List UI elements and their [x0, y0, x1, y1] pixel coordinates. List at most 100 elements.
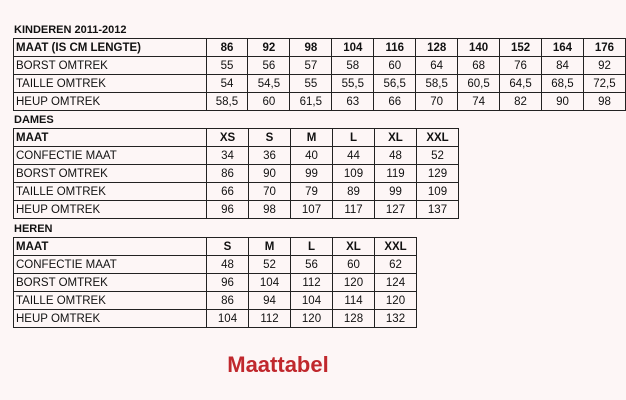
table-cell: 104 [331, 38, 375, 57]
table-cell: 89 [332, 182, 375, 201]
table-row: HEUP OMTREK 58,5 60 61,5 63 66 70 74 82 90 98 [13, 92, 626, 111]
table-cell: 55 [289, 74, 333, 93]
table-cell: 68 [457, 56, 501, 75]
table-cell: 98 [582, 92, 626, 111]
row-label: CONFECTIE MAAT [13, 146, 207, 165]
table-cell: 55 [205, 56, 249, 75]
table-cell: 82 [499, 92, 542, 111]
table-cell: 64 [415, 56, 459, 75]
table-cell: 140 [457, 38, 501, 57]
table-row: BORST OMTREK 96 104 112 120 124 [13, 273, 417, 292]
dames-table: MAAT XS S M L XL XXL CONFECTIE MAAT 34 36 40 44 48 52… [13, 128, 459, 219]
header-row: MAAT XS S M L XL XXL [13, 128, 459, 147]
table-cell: 176 [582, 38, 626, 57]
table-cell: L [290, 237, 333, 256]
row-label: BORST OMTREK [13, 164, 207, 183]
table-cell: 48 [206, 255, 249, 274]
table-cell: 127 [374, 200, 417, 219]
table-cell: 60 [247, 92, 291, 111]
table-cell: 96 [206, 273, 249, 292]
table-cell: 74 [457, 92, 501, 111]
table-cell: 99 [290, 164, 333, 183]
table-cell: 86 [206, 164, 249, 183]
row-label: HEUP OMTREK [13, 309, 207, 328]
table-cell: 116 [373, 38, 417, 57]
table-cell: M [248, 237, 291, 256]
row-label: HEUP OMTREK [13, 92, 207, 111]
table-cell: 60 [373, 56, 417, 75]
table-cell: 119 [374, 164, 417, 183]
table-cell: 52 [416, 146, 459, 165]
table-cell: 86 [206, 291, 249, 310]
table-cell: 112 [290, 273, 333, 292]
table-cell: 152 [499, 38, 542, 57]
header-row: MAAT S M L XL XXL [13, 237, 417, 256]
table-cell: 96 [206, 200, 249, 219]
table-cell: 104 [206, 309, 249, 328]
table-cell: L [332, 128, 375, 147]
table-row: HEUP OMTREK 104 112 120 128 132 [13, 309, 417, 328]
table-cell: 90 [541, 92, 584, 111]
table-cell: 62 [374, 255, 417, 274]
table-row: TAILLE OMTREK 86 94 104 114 120 [13, 291, 417, 310]
table-cell: 52 [248, 255, 291, 274]
table-cell: 72,5 [582, 74, 626, 93]
table-cell: 128 [332, 309, 375, 328]
table-cell: XL [374, 128, 417, 147]
table-cell: 68,5 [541, 74, 584, 93]
row-label: HEUP OMTREK [13, 200, 207, 219]
table-row: BORST OMTREK 86 90 99 109 119 129 [13, 164, 459, 183]
table-cell: XL [332, 237, 375, 256]
table-cell: 55,5 [331, 74, 375, 93]
table-cell: 40 [290, 146, 333, 165]
table-cell: 120 [374, 291, 417, 310]
table-row: BORST OMTREK 55 56 57 58 60 64 68 76 84 92 [13, 56, 626, 75]
table-cell: 98 [289, 38, 333, 57]
row-label: MAAT (IS CM LENGTE) [13, 38, 207, 57]
row-label: BORST OMTREK [13, 273, 207, 292]
table-cell: 137 [416, 200, 459, 219]
table-cell: S [248, 128, 291, 147]
table-cell: 104 [248, 273, 291, 292]
table-cell: 114 [332, 291, 375, 310]
table-cell: 107 [290, 200, 333, 219]
table-cell: 120 [332, 273, 375, 292]
table-cell: 48 [374, 146, 417, 165]
table-row: TAILLE OMTREK 54 54,5 55 55,5 56,5 58,5 60,5 64,… [13, 74, 626, 93]
table-cell: 109 [416, 182, 459, 201]
row-label: TAILLE OMTREK [13, 182, 207, 201]
table-cell: S [206, 237, 249, 256]
table-cell: 99 [374, 182, 417, 201]
row-label: MAAT [13, 128, 207, 147]
kinderen-heading: KINDEREN 2011-2012 [14, 24, 127, 36]
table-cell: 92 [247, 38, 291, 57]
table-cell: 117 [332, 200, 375, 219]
table-cell: 86 [205, 38, 249, 57]
row-label: TAILLE OMTREK [13, 291, 207, 310]
table-cell: 61,5 [289, 92, 333, 111]
table-cell: 58 [331, 56, 375, 75]
heren-heading: HEREN [14, 223, 53, 235]
table-cell: 56,5 [373, 74, 417, 93]
table-cell: 58,5 [205, 92, 249, 111]
kinderen-table: MAAT (IS CM LENGTE) 86 92 98 104 116 128 140 152… [13, 38, 626, 111]
table-cell: 104 [290, 291, 333, 310]
table-cell: 70 [248, 182, 291, 201]
table-cell: 54,5 [247, 74, 291, 93]
header-row: MAAT (IS CM LENGTE) 86 92 98 104 116 128 140 152… [13, 38, 626, 57]
table-cell: 44 [332, 146, 375, 165]
table-cell: 94 [248, 291, 291, 310]
table-cell: 120 [290, 309, 333, 328]
row-label: BORST OMTREK [13, 56, 207, 75]
table-cell: 64,5 [499, 74, 542, 93]
table-cell: 76 [499, 56, 542, 75]
table-cell: 60 [332, 255, 375, 274]
table-cell: 164 [541, 38, 584, 57]
page-title: Maattabel [227, 352, 329, 377]
table-cell: XXL [374, 237, 417, 256]
table-cell: 84 [541, 56, 584, 75]
row-label: CONFECTIE MAAT [13, 255, 207, 274]
table-row: CONFECTIE MAAT 34 36 40 44 48 52 [13, 146, 459, 165]
table-cell: M [290, 128, 333, 147]
table-cell: 129 [416, 164, 459, 183]
